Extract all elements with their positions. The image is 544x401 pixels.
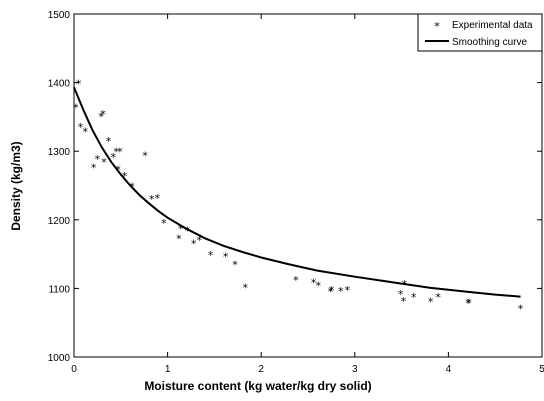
data-point: *: [466, 296, 472, 309]
data-point: *: [398, 288, 404, 301]
data-point: *: [100, 108, 106, 121]
data-point: *: [293, 274, 299, 287]
data-point: *: [117, 146, 123, 159]
y-tick-label: 1500: [48, 10, 71, 21]
data-point: *: [411, 291, 417, 304]
y-tick-label: 1400: [48, 79, 71, 90]
axis-ticks: 0 1 2 3 4 5 1000 1100 1200 1300 1400 1500: [48, 10, 544, 375]
data-point: *: [106, 135, 112, 148]
data-point: *: [518, 303, 524, 316]
data-point: *: [329, 284, 335, 297]
legend: * Experimental data Smoothing curve: [417, 13, 543, 52]
data-point: *: [435, 291, 441, 304]
y-axis-label: Density (kg/m3): [9, 141, 23, 230]
y-tick-label: 1000: [48, 353, 71, 364]
legend-label-smoothing: Smoothing curve: [452, 37, 527, 48]
data-point: *: [129, 181, 135, 194]
y-tick-label: 1200: [48, 216, 71, 227]
data-point: *: [176, 233, 182, 246]
data-point: *: [161, 217, 167, 230]
data-point: *: [465, 297, 471, 310]
data-point: *: [115, 163, 121, 176]
data-point: *: [82, 126, 88, 139]
x-tick-label: 3: [352, 364, 358, 375]
data-point: *: [73, 102, 79, 115]
x-tick-label: 4: [446, 364, 452, 375]
legend-label-experimental: Experimental data: [452, 20, 533, 31]
data-point: *: [155, 192, 161, 205]
legend-marker-experimental: *: [434, 20, 440, 33]
data-point: *: [311, 277, 317, 290]
data-point: *: [232, 259, 238, 272]
data-point: *: [338, 285, 344, 298]
x-axis-label: Moisture content (kg water/kg dry solid): [144, 379, 371, 393]
data-points-layer: *** *************** **** ** ** **** * * ** * * ****…: [73, 78, 524, 316]
data-point: *: [401, 295, 407, 308]
data-point: *: [328, 285, 334, 298]
data-point: *: [223, 250, 229, 263]
data-point: *: [191, 237, 197, 250]
data-point: *: [345, 284, 351, 297]
data-point: *: [185, 224, 191, 237]
smoothing-curve-line: [73, 87, 521, 298]
data-point: *: [243, 281, 249, 294]
y-tick-label: 1300: [48, 147, 71, 158]
legend-box: [417, 13, 543, 52]
x-tick-label: 5: [539, 364, 544, 375]
x-tick-label: 1: [165, 364, 171, 375]
data-point: *: [95, 153, 101, 166]
x-tick-label: 2: [258, 364, 264, 375]
data-point: *: [76, 78, 82, 91]
data-point: *: [316, 279, 322, 292]
y-tick-label: 1100: [48, 284, 70, 295]
data-point: *: [402, 278, 408, 291]
data-point: *: [208, 249, 214, 262]
data-point: *: [101, 156, 107, 169]
data-point: *: [149, 193, 155, 206]
data-point: *: [178, 222, 184, 235]
smoothing-curve-layer: [73, 87, 521, 298]
data-point: *: [122, 170, 128, 183]
data-point: *: [197, 234, 203, 247]
data-point: *: [111, 151, 117, 164]
data-point: *: [91, 161, 97, 174]
data-point: *: [78, 121, 84, 134]
plot-area: [73, 13, 543, 358]
data-point: *: [428, 296, 434, 309]
data-point: *: [98, 111, 104, 124]
data-point: *: [113, 146, 119, 159]
x-tick-label: 0: [71, 364, 77, 375]
data-point: *: [142, 150, 148, 163]
